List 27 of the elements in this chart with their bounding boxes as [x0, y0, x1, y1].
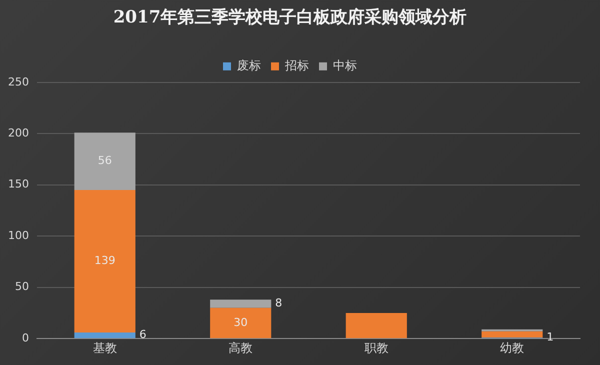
y-tick-label: 250	[8, 75, 29, 88]
chart-title: 2017年第三季学校电子白板政府采购领域分析	[113, 8, 467, 28]
x-tick-label: 基教	[92, 340, 117, 355]
data-label: 6	[139, 328, 146, 342]
legend-label: 废标	[237, 58, 261, 73]
data-label: 56	[98, 154, 112, 168]
bar	[74, 132, 136, 190]
legend-label: 招标	[284, 58, 309, 73]
x-tick-label: 幼教	[500, 340, 524, 355]
bar	[346, 312, 407, 338]
y-tick-label: 200	[8, 126, 29, 140]
y-tick-label: 0	[22, 331, 29, 344]
y-tick-label: 50	[14, 280, 29, 294]
bar	[210, 300, 272, 308]
x-tick-label: 职教	[364, 340, 388, 355]
data-label: 30	[234, 316, 248, 329]
data-label: 1	[546, 330, 554, 344]
bar	[482, 331, 543, 338]
bar	[74, 332, 136, 338]
data-label: 139	[94, 254, 116, 268]
bar	[74, 190, 136, 332]
x-tick-label: 高教	[228, 340, 253, 355]
bar	[210, 308, 272, 338]
data-label: 8	[275, 296, 282, 310]
y-tick-label: 150	[8, 178, 29, 191]
y-tick-label: 100	[8, 228, 29, 242]
legend-label: 中标	[333, 58, 357, 73]
